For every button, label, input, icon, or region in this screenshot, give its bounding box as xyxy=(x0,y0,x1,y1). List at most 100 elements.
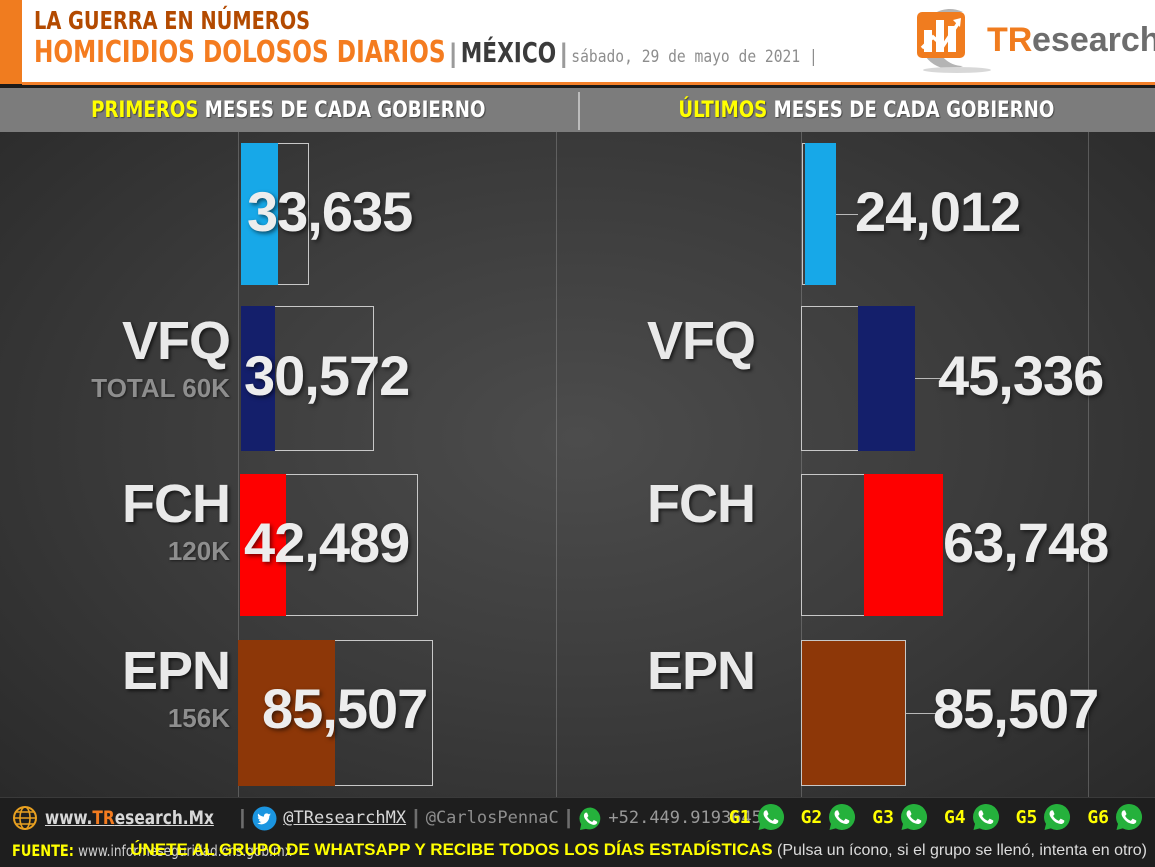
bar-outline-fch-right xyxy=(801,306,915,451)
whatsapp-group-icon-g3[interactable] xyxy=(900,803,928,831)
phone-number: +52.449.9193645 | xyxy=(608,808,783,828)
website-brand: TR xyxy=(92,807,115,829)
logo-text-tr: TR xyxy=(987,21,1032,59)
source-block: FUENTE: www.informeseguridad.cns.gob.mx xyxy=(12,841,292,860)
row-label-fch-right: FCH xyxy=(535,474,756,534)
whatsapp-group-icon-g1[interactable] xyxy=(757,803,785,831)
website-suffix: esearch.Mx xyxy=(114,807,214,829)
row-sub-vfq-left: TOTAL 60K xyxy=(91,373,230,403)
row-sub-fch-left: 120K xyxy=(167,536,230,566)
secondary-handle[interactable]: @CarlosPennaC xyxy=(425,808,559,828)
twitter-icon[interactable] xyxy=(252,806,277,831)
section-title-right: ÚLTIMOS MESES DE CADA GOBIERNO xyxy=(578,88,1155,132)
section-left-rest: MESES DE CADA GOBIERNO xyxy=(198,97,486,123)
source-label: FUENTE: xyxy=(12,841,74,860)
gridline-left-axis xyxy=(238,132,239,797)
row-label-fch-left: FCH 120K xyxy=(10,477,231,566)
twitter-handle-link[interactable]: @TResearchMX xyxy=(283,808,407,828)
bar-outline-fch-left xyxy=(241,306,374,451)
section-right-rest: MESES DE CADA GOBIERNO xyxy=(767,97,1055,123)
footer-separator-2: | xyxy=(413,806,419,829)
whatsapp-group-g1[interactable]: G1 xyxy=(729,803,785,831)
bar-fill-fch-right xyxy=(858,306,915,451)
bar-value-vfq-left: 33,635 xyxy=(247,180,413,243)
tresearch-logo: TR esearch xyxy=(895,4,1155,76)
bar-outline-amlo-left xyxy=(238,640,433,786)
whatsapp-group-g2[interactable]: G2 xyxy=(801,803,857,831)
row-name-epn-left: EPN xyxy=(121,641,231,701)
row-label-vfq-left: VFQ TOTAL 60K xyxy=(10,311,231,403)
bar-fill-fch-left xyxy=(241,306,275,451)
section-header-bar: PRIMEROS MESES DE CADA GOBIERNO ÚLTIMOS … xyxy=(0,88,1155,132)
whatsapp-group-icon-g5[interactable] xyxy=(1043,803,1071,831)
section-divider xyxy=(578,92,580,130)
row-name-vfq-right: VFQ xyxy=(646,311,756,371)
bar-outline-amlo-right xyxy=(801,640,906,786)
group-label-g3: G3 xyxy=(872,806,894,828)
website-prefix: www. xyxy=(45,807,93,829)
header-title-line1: LA GUERRA EN NÚMEROS xyxy=(34,6,311,35)
bar-value-fch-right: 45,336 xyxy=(938,344,1104,407)
whatsapp-group-icon-g4[interactable] xyxy=(972,803,1000,831)
whatsapp-groups-list: G1 G2 G3 G4 xyxy=(713,803,1143,831)
cta-white-text: (Pulsa un ícono, si el grupo se llenó, i… xyxy=(772,842,1147,859)
whatsapp-group-g4[interactable]: G4 xyxy=(944,803,1000,831)
whatsapp-group-g3[interactable]: G3 xyxy=(872,803,928,831)
footer-source-row: FUENTE: www.informeseguridad.cns.gob.mx … xyxy=(0,838,1155,866)
row-name-epn-right: EPN xyxy=(646,641,756,701)
bar-fill-epn-right xyxy=(864,474,943,616)
section-left-highlight: PRIMEROS xyxy=(91,97,199,123)
leader-line-amlo-right xyxy=(906,713,936,714)
whatsapp-group-g5[interactable]: G5 xyxy=(1016,803,1072,831)
section-right-highlight: ÚLTIMOS xyxy=(678,97,768,123)
row-name-fch-right: FCH xyxy=(647,474,756,534)
panel-ultimos-meses: VFQ 24,012 FCH 45,336 EPN xyxy=(0,132,1155,797)
bar-value-vfq-right: 24,012 xyxy=(855,180,1021,243)
page-header: LA GUERRA EN NÚMEROS HOMICIDIOS DOLOSOS … xyxy=(0,0,1155,85)
whatsapp-group-icon-g2[interactable] xyxy=(828,803,856,831)
chart-area: VFQ TOTAL 60K 33,635 FCH 120K 30,572 EPN… xyxy=(0,132,1155,797)
logo-text-research: esearch xyxy=(1032,21,1155,59)
footer-separator-1: | xyxy=(239,806,246,829)
bar-fill-vfq-left xyxy=(241,143,278,285)
source-value: www.informeseguridad.cns.gob.mx xyxy=(78,842,292,860)
header-separator-1: | xyxy=(449,38,457,68)
whatsapp-icon[interactable] xyxy=(578,806,603,831)
gridline-right-end xyxy=(1088,132,1089,797)
header-separator-2: | xyxy=(560,38,567,68)
row-label-epn-right: EPN xyxy=(535,641,756,701)
header-title-block: LA GUERRA EN NÚMEROS HOMICIDIOS DOLOSOS … xyxy=(34,6,945,75)
header-country: MÉXICO xyxy=(460,36,557,69)
header-underline xyxy=(22,82,1155,85)
row-name-vfq-left: VFQ xyxy=(121,311,231,371)
bar-outline-epn-left xyxy=(240,474,418,616)
header-date: sábado, 29 de mayo de 2021 | xyxy=(571,47,818,67)
bar-outline-epn-right xyxy=(801,474,943,616)
bar-value-fch-left: 30,572 xyxy=(244,344,410,407)
whatsapp-group-g6[interactable]: G6 xyxy=(1087,803,1143,831)
bar-value-amlo-left: 85,507 xyxy=(262,677,428,740)
gridline-right-axis xyxy=(801,132,802,797)
row-sub-epn-left: 156K xyxy=(167,703,230,733)
header-title-line2-row: HOMICIDIOS DOLOSOS DIARIOS | MÉXICO | sábado… xyxy=(34,36,818,75)
bar-value-epn-left: 42,489 xyxy=(244,511,410,574)
bar-fill-epn-left xyxy=(240,474,286,616)
leader-line-vfq-right xyxy=(836,214,858,215)
bar-outline-vfq-left xyxy=(241,143,309,285)
group-label-g6: G6 xyxy=(1087,806,1109,828)
header-title-line2: HOMICIDIOS DOLOSOS DIARIOS xyxy=(34,35,446,70)
page-footer: www.TResearch.Mx | @TResearchMX | @Carlo… xyxy=(0,797,1155,867)
gridline-left-end xyxy=(556,132,557,797)
leader-line-fch-right xyxy=(915,378,941,379)
bar-fill-vfq-right xyxy=(805,143,836,285)
cta-block: ÚNETE AL GRUPO DE WHATSAPP Y RECIBE TODO… xyxy=(130,840,1147,860)
whatsapp-group-icon-g6[interactable] xyxy=(1115,803,1143,831)
cta-yellow-text: ÚNETE AL GRUPO DE WHATSAPP Y RECIBE TODO… xyxy=(130,840,773,859)
panel-primeros-meses: VFQ TOTAL 60K 33,635 FCH 120K 30,572 EPN… xyxy=(0,132,578,797)
globe-icon xyxy=(12,805,38,831)
group-label-g5: G5 xyxy=(1015,806,1038,828)
row-label-vfq-right: VFQ xyxy=(535,311,756,371)
group-label-g4: G4 xyxy=(943,806,966,828)
footer-links-row: www.TResearch.Mx | @TResearchMX | @Carlo… xyxy=(0,800,1155,836)
website-link[interactable]: www.TResearch.Mx xyxy=(45,807,214,829)
